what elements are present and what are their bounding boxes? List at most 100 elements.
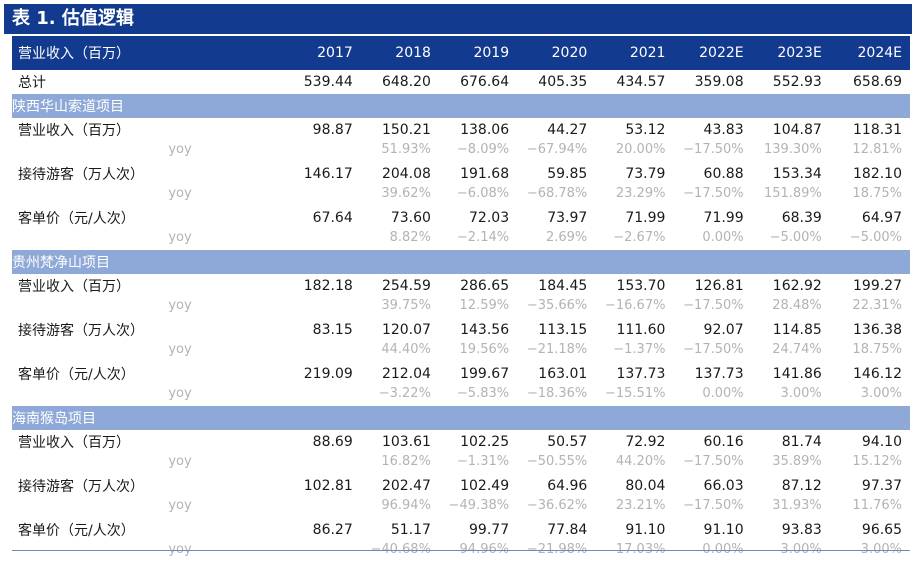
total-value: 359.08 [694,74,744,90]
metric-label: 营业收入（百万） [18,279,130,295]
yoy-value: −36.62% [526,498,588,513]
yoy-value [283,186,361,206]
yoy-value: 44.20% [615,454,666,469]
metric-value: 91.10 [703,522,744,538]
yoy-value: −6.08% [456,186,510,201]
metric-value: 53.12 [625,122,666,138]
metric-value: 141.86 [772,366,822,382]
table-bottom-rule [12,550,910,551]
yoy-value: 3.00% [860,542,902,557]
yoy-value: 16.82% [381,454,431,469]
yoy-value: 18.75% [852,342,902,357]
metric-value: 219.09 [303,366,353,382]
yoy-value: 24.74% [772,342,822,357]
metric-value: 60.88 [703,166,744,182]
metric-value: 44.27 [547,122,588,138]
yoy-spacer [12,542,152,562]
yoy-value: −3.22% [378,386,431,401]
total-label: 总计 [18,75,46,91]
yoy-value [283,386,361,406]
metric-value: 120.07 [381,322,431,338]
section-title: 陕西华山索道项目 [12,94,910,118]
metric-row: 接待游客（万人次） 146.17 204.08 191.68 59.85 73.79 60.… [12,162,910,186]
yoy-spacer [12,186,152,206]
total-value: 658.69 [853,74,902,90]
yoy-spacer [12,142,152,162]
yoy-spacer [12,454,152,474]
year-header: 2021 [595,36,674,70]
yoy-value: 18.75% [852,186,902,201]
yoy-value: 23.29% [615,186,666,201]
yoy-value: −21.18% [526,342,588,357]
metric-label: 接待游客（万人次） [18,323,144,339]
metric-value: 81.74 [781,434,822,450]
section-header-row: 海南猴岛项目 [12,406,910,430]
yoy-value [283,230,361,250]
metric-value: 83.15 [312,322,353,338]
yoy-row: yoy −40.68% 94.96% −21.98% 17.03% 0.00% 3.00% 3… [12,542,910,562]
metric-value: 102.25 [460,434,510,450]
metric-value: 182.18 [303,278,353,294]
yoy-value: −49.38% [448,498,510,513]
yoy-label: yoy [168,230,192,245]
yoy-value: 96.94% [381,498,431,513]
metric-row: 接待游客（万人次） 102.81 202.47 102.49 64.96 80.04 66.… [12,474,910,498]
metric-value: 138.06 [460,122,510,138]
yoy-value: 0.00% [702,230,744,245]
metric-value: 94.10 [861,434,902,450]
year-header: 2018 [360,36,439,70]
yoy-value: −8.09% [456,142,510,157]
metric-value: 92.07 [703,322,744,338]
metric-value: 96.65 [861,522,902,538]
yoy-value: 3.00% [860,386,902,401]
yoy-value: 19.56% [459,342,510,357]
metric-value: 163.01 [538,366,588,382]
metric-value: 60.16 [703,434,744,450]
metric-value: 184.45 [538,278,588,294]
yoy-value: −21.98% [526,542,588,557]
total-value: 676.64 [460,74,510,90]
metric-label: 客单价（元/人次） [18,211,135,227]
yoy-label: yoy [168,542,192,557]
yoy-value: 23.21% [615,498,666,513]
yoy-label: yoy [168,386,192,401]
metric-row: 客单价（元/人次） 67.64 73.60 72.03 73.97 71.99 71.99 6… [12,206,910,230]
year-header: 2020 [517,36,596,70]
metric-value: 80.04 [625,478,666,494]
metric-label: 营业收入（百万） [18,435,130,451]
yoy-value: 44.40% [381,342,431,357]
metric-label: 接待游客（万人次） [18,479,144,495]
yoy-value [283,454,361,474]
yoy-label: yoy [168,298,192,313]
year-header: 2024E [829,36,910,70]
metric-label: 接待游客（万人次） [18,167,144,183]
metric-value: 118.31 [853,122,902,138]
metric-value: 146.17 [303,166,353,182]
metric-value: 202.47 [381,478,431,494]
yoy-value: −17.50% [683,142,744,157]
section-title: 海南猴岛项目 [12,406,910,430]
yoy-value: −35.66% [526,298,588,313]
metric-value: 87.12 [781,478,822,494]
valuation-table: 营业收入（百万） 2017 2018 2019 2020 2021 2022E … [12,36,910,562]
yoy-value: 8.82% [389,230,431,245]
year-header: 2017 [282,36,361,70]
yoy-label: yoy [168,498,192,513]
yoy-value [283,142,361,162]
metric-value: 137.73 [694,366,744,382]
metric-value: 137.73 [616,366,666,382]
header-row: 营业收入（百万） 2017 2018 2019 2020 2021 2022E … [12,36,910,70]
metric-value: 136.38 [853,322,902,338]
metric-value: 43.83 [703,122,744,138]
yoy-value: −17.50% [683,498,744,513]
yoy-value: −15.51% [604,386,666,401]
yoy-value: 3.00% [780,386,822,401]
yoy-value: −5.00% [849,230,902,245]
total-value: 434.57 [616,74,666,90]
metric-value: 103.61 [381,434,431,450]
yoy-value: −17.50% [683,298,744,313]
metric-value: 126.81 [694,278,744,294]
metric-value: 143.56 [460,322,510,338]
yoy-value: 22.31% [852,298,902,313]
yoy-value: −40.68% [370,542,431,557]
